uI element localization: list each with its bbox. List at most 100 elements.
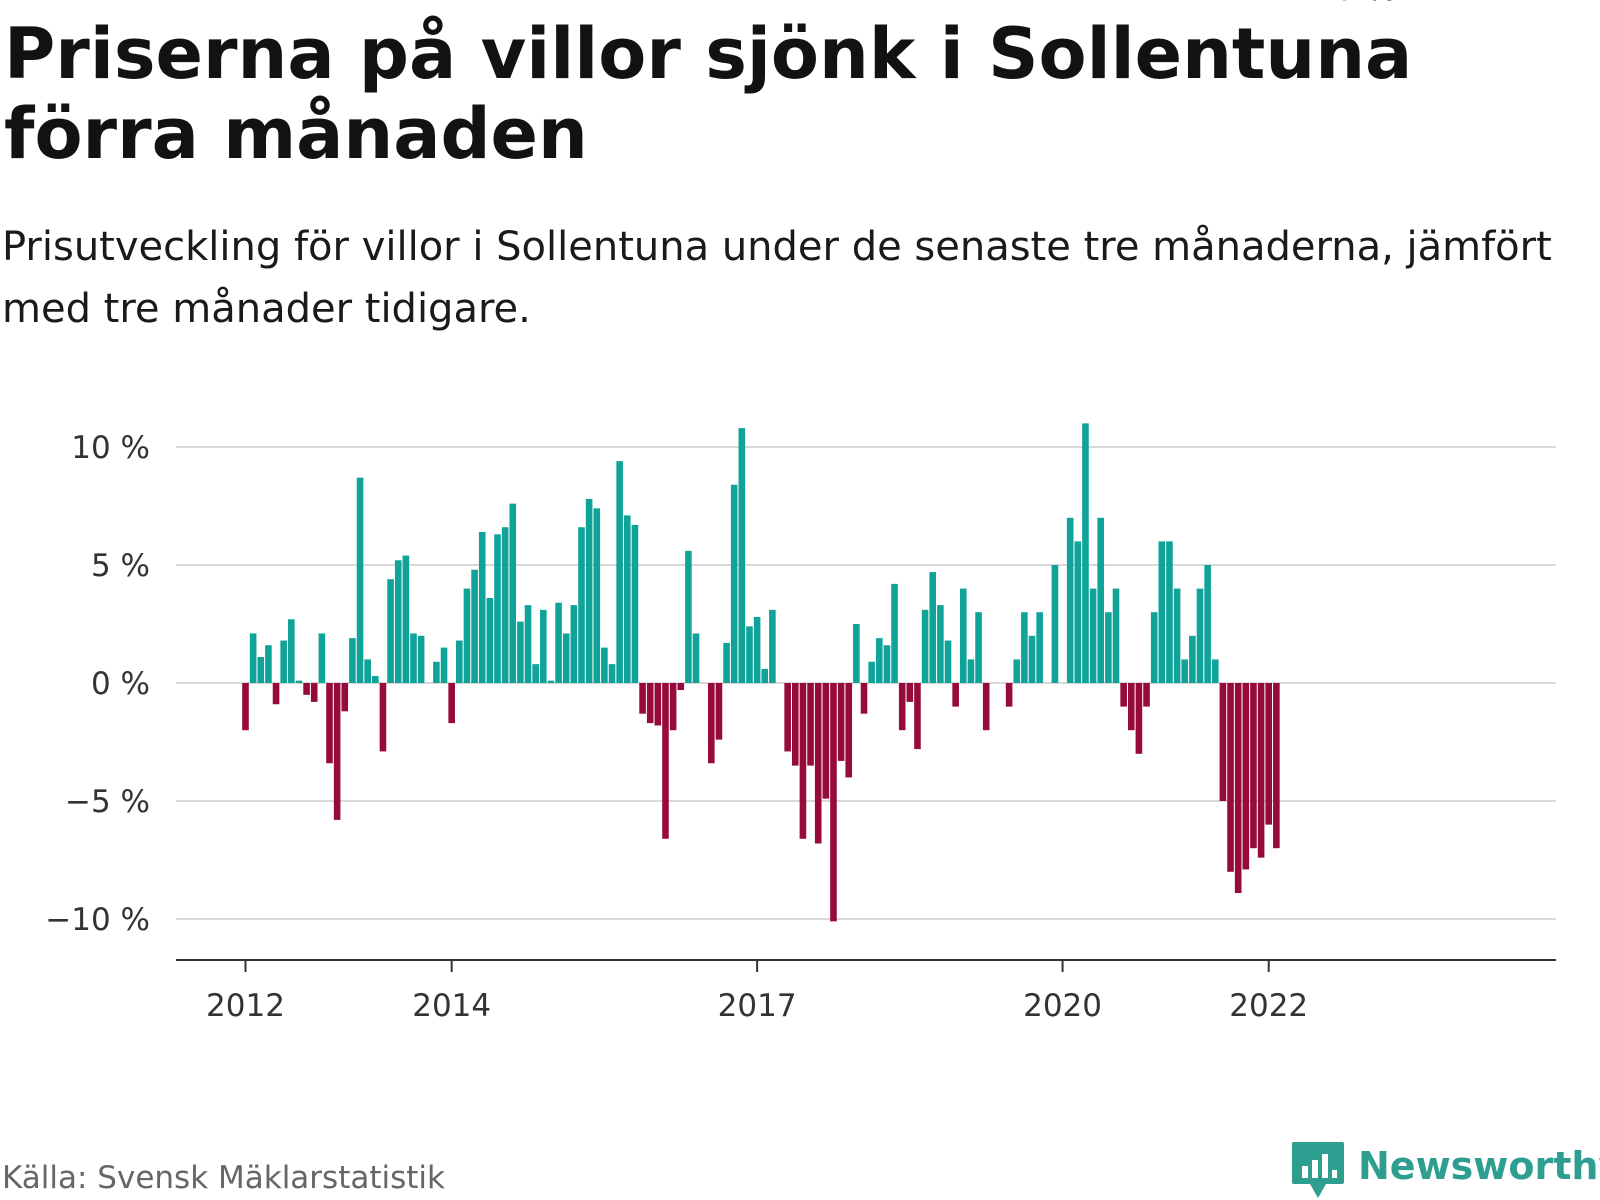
bar xyxy=(631,524,639,683)
bar xyxy=(654,683,662,726)
bar xyxy=(1265,683,1273,825)
bar xyxy=(601,647,608,683)
x-axis: 2012 2014 2017 2020 2022 xyxy=(176,959,1556,1024)
bar xyxy=(875,638,883,683)
bar xyxy=(906,683,914,702)
bar xyxy=(814,683,822,844)
bar xyxy=(440,647,448,683)
bar xyxy=(799,683,807,839)
bar xyxy=(898,683,906,731)
bar xyxy=(845,683,853,778)
bar xyxy=(868,661,875,683)
bar xyxy=(517,621,524,683)
bar xyxy=(524,605,532,683)
bar xyxy=(501,527,509,683)
bar xyxy=(478,531,486,683)
brand-name: Newsworthy xyxy=(1358,1144,1600,1188)
bar xyxy=(540,609,547,683)
bar xyxy=(1234,683,1242,894)
bar xyxy=(975,612,982,683)
bar xyxy=(937,605,944,683)
newsworthy-logo-icon xyxy=(1292,1142,1344,1198)
bar xyxy=(830,683,837,922)
bar xyxy=(280,640,287,683)
bar xyxy=(1143,683,1150,707)
bar xyxy=(326,683,333,764)
bar xyxy=(822,683,830,799)
x-tick-label: 2014 xyxy=(412,988,491,1024)
x-tick-label: 2020 xyxy=(1023,988,1102,1024)
bar xyxy=(372,675,379,683)
bar xyxy=(456,640,463,683)
bar xyxy=(1112,588,1120,683)
y-tick-label: 10 % xyxy=(71,430,150,466)
bar xyxy=(402,555,410,683)
bar xyxy=(387,579,394,683)
bar xyxy=(1242,683,1250,870)
bar xyxy=(784,683,791,752)
bar xyxy=(677,683,685,691)
bar xyxy=(669,683,677,731)
bar xyxy=(1158,541,1166,683)
bar xyxy=(486,598,494,683)
bar xyxy=(1097,517,1105,683)
bar xyxy=(494,534,501,683)
bar xyxy=(624,515,631,683)
bar xyxy=(746,626,753,683)
bar xyxy=(761,668,769,683)
x-tick-label: 2017 xyxy=(718,988,797,1024)
bar xyxy=(1066,517,1074,683)
bar xyxy=(295,680,303,683)
bar xyxy=(891,583,898,683)
bar xyxy=(715,683,723,740)
bar xyxy=(433,661,440,683)
bar xyxy=(410,633,417,683)
bar xyxy=(1105,612,1112,683)
chart-title: Priserna på villor sjönk i Sollentuna fö… xyxy=(4,13,1413,175)
bar xyxy=(944,640,952,683)
bar xyxy=(1089,588,1097,683)
bar xyxy=(1120,683,1127,707)
bar xyxy=(914,683,921,750)
bar xyxy=(1028,635,1036,683)
bar xyxy=(349,638,356,683)
bar xyxy=(1250,683,1257,849)
x-tick-label: 2022 xyxy=(1229,988,1308,1024)
bar xyxy=(952,683,959,707)
y-tick-label: −10 % xyxy=(45,902,150,938)
bar xyxy=(570,605,578,683)
bar xyxy=(333,683,341,820)
bar xyxy=(272,683,280,705)
bar xyxy=(982,683,990,731)
bar xyxy=(662,683,669,839)
bar xyxy=(791,683,799,766)
bar xyxy=(310,683,318,702)
bar xyxy=(853,624,860,683)
bar xyxy=(578,527,585,683)
bar xyxy=(585,498,593,683)
bar xyxy=(417,635,425,683)
y-tick-label: 5 % xyxy=(91,548,150,584)
bar xyxy=(265,645,272,683)
bar xyxy=(1036,612,1043,683)
bar xyxy=(1074,541,1082,683)
bar xyxy=(929,572,937,683)
bar xyxy=(303,683,310,695)
bar xyxy=(555,602,562,683)
bar xyxy=(1196,588,1204,683)
bar xyxy=(708,683,715,764)
last-value-label: −7 % xyxy=(1311,0,1396,8)
chart-subtitle: Prisutveckling för villor i Sollentuna u… xyxy=(2,224,1552,332)
y-tick-label: 0 % xyxy=(91,666,150,702)
bar xyxy=(1082,423,1089,683)
bar xyxy=(318,633,326,683)
bar xyxy=(1189,635,1196,683)
bar xyxy=(1013,659,1021,683)
bar xyxy=(288,619,295,683)
bar xyxy=(1005,683,1013,707)
bar xyxy=(1051,565,1059,683)
bar xyxy=(807,683,814,766)
bar xyxy=(471,569,478,683)
bar xyxy=(616,461,623,683)
bar xyxy=(1227,683,1234,872)
